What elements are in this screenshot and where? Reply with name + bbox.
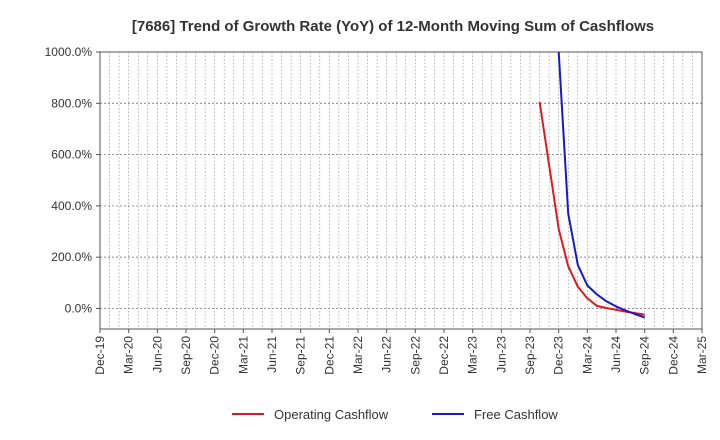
x-tick-label: Sep-23: [523, 336, 537, 375]
x-tick-label: Jun-24: [609, 336, 623, 373]
x-tick-label: Dec-24: [666, 336, 680, 375]
x-tick-label: Mar-24: [580, 336, 594, 374]
y-tick-label: 0.0%: [65, 301, 93, 315]
x-tick-label: Sep-20: [179, 336, 193, 375]
x-tick-label: Sep-22: [408, 336, 422, 375]
x-tick-label: Sep-21: [294, 336, 308, 375]
x-tick-label: Mar-22: [351, 336, 365, 374]
x-tick-label: Jun-23: [494, 336, 508, 373]
chart-title: [7686] Trend of Growth Rate (YoY) of 12-…: [132, 18, 654, 35]
legend: Operating Cashflow Free Cashflow: [232, 407, 558, 422]
y-tick-label: 600.0%: [51, 148, 92, 162]
y-axis-ticks: 1000.0% 800.0% 600.0% 400.0% 200.0% 0.0%: [45, 45, 100, 315]
x-tick-label: Dec-20: [208, 336, 222, 375]
y-tick-label: 1000.0%: [45, 45, 93, 59]
x-tick-label: Mar-20: [122, 336, 136, 374]
operating-cashflow-line: [538, 101, 645, 316]
x-tick-label: Dec-22: [437, 336, 451, 375]
x-tick-label: Jun-21: [265, 336, 279, 373]
x-tick-label: Dec-21: [322, 336, 336, 375]
operating-cashflow-legend-label: Operating Cashflow: [274, 407, 389, 422]
x-tick-label: Dec-23: [552, 336, 566, 375]
y-tick-label: 800.0%: [51, 96, 92, 110]
x-tick-label: Mar-25: [695, 336, 709, 374]
series-lines: [538, 52, 646, 319]
free-cashflow-line: [557, 52, 646, 319]
x-tick-label: Sep-24: [638, 336, 652, 375]
y-tick-label: 400.0%: [51, 199, 92, 213]
plot-frame: [99, 51, 703, 330]
x-tick-label: Mar-23: [466, 336, 480, 374]
x-tick-label: Mar-21: [236, 336, 250, 374]
x-axis-ticks: Dec-19 Mar-20 Jun-20 Sep-20 Dec-20 Mar-21 Jun-…: [93, 329, 709, 375]
x-tick-label: Dec-19: [93, 336, 107, 375]
y-tick-label: 200.0%: [51, 250, 92, 264]
grid: [100, 51, 702, 329]
x-tick-label: Jun-22: [380, 336, 394, 373]
free-cashflow-legend-label: Free Cashflow: [474, 407, 558, 422]
x-tick-label: Jun-20: [150, 336, 164, 373]
